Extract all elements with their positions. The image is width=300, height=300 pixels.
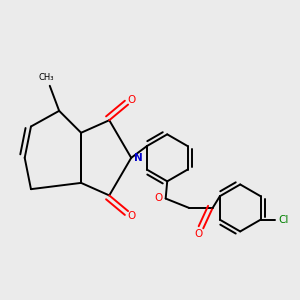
Text: O: O bbox=[154, 193, 163, 203]
Text: O: O bbox=[128, 95, 136, 105]
Text: O: O bbox=[128, 211, 136, 221]
Text: Cl: Cl bbox=[278, 215, 289, 225]
Text: O: O bbox=[194, 229, 203, 239]
Text: CH₃: CH₃ bbox=[39, 74, 54, 82]
Text: N: N bbox=[134, 153, 142, 163]
